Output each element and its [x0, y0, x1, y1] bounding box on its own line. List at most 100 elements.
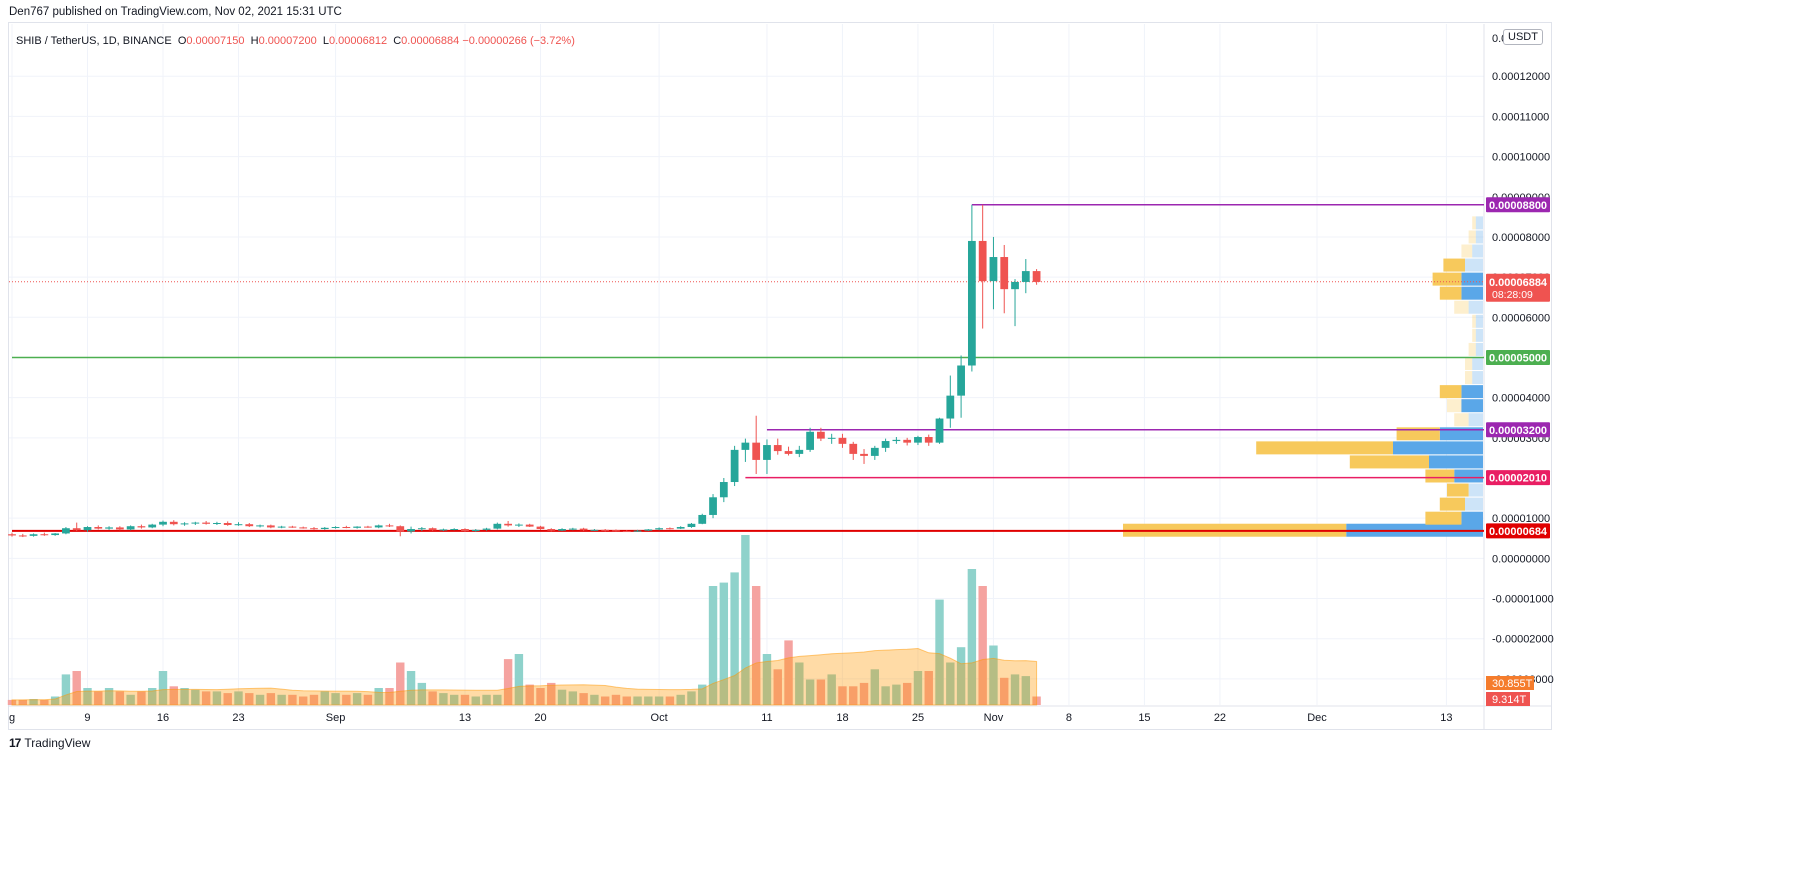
time-tick-label: 16 — [157, 712, 169, 724]
candle-body — [978, 240, 987, 282]
volume-bar — [277, 694, 286, 705]
volume-bar — [989, 645, 998, 705]
candle-body — [288, 526, 297, 528]
candle-body — [353, 526, 362, 528]
candle-body — [860, 453, 868, 456]
candle-body — [536, 526, 545, 530]
volume-bar — [385, 688, 394, 705]
volume-bar — [482, 694, 491, 705]
candle-body — [784, 451, 793, 454]
volume-bar — [838, 686, 847, 705]
volume-bar — [611, 694, 621, 705]
vp-row-yellow — [1432, 272, 1462, 286]
candle-body — [385, 525, 394, 527]
last-price-badge: 0.00006884 — [1489, 277, 1548, 289]
grid — [9, 24, 1552, 730]
volume-bar — [234, 691, 243, 705]
level-badge: 0.00002010 — [1489, 473, 1547, 485]
candle-body — [806, 431, 814, 450]
volume-bar — [439, 693, 448, 705]
volume-bar — [924, 671, 933, 705]
volume-bar — [557, 689, 567, 705]
volume-bar — [665, 696, 675, 705]
candle-body — [1032, 271, 1041, 282]
vp-row-yellow — [1396, 427, 1440, 441]
volume-bar — [180, 688, 189, 705]
volume-bar — [568, 691, 578, 705]
volume-bar — [902, 682, 912, 705]
price-tick-label: 0.00006000 — [1492, 312, 1550, 324]
low-label: L — [322, 35, 329, 47]
vp-row-yellow — [1468, 342, 1476, 356]
vp-row-blue — [1468, 413, 1483, 427]
time-tick-label: Dec — [1307, 712, 1327, 724]
volume-bar — [396, 662, 405, 705]
volume-bar — [374, 688, 383, 705]
candle-body — [870, 447, 879, 456]
volume-bar — [892, 684, 901, 705]
candle-body — [137, 526, 146, 528]
vp-row-blue — [1475, 314, 1483, 328]
candle-body — [277, 526, 286, 528]
candle-body — [374, 525, 383, 528]
candle-body — [655, 528, 663, 530]
volume-bar — [644, 696, 653, 705]
symbol-title[interactable]: SHIB / TetherUS, 1D, BINANCE — [16, 35, 172, 47]
time-tick-label: 25 — [912, 712, 924, 724]
candle-body — [741, 442, 750, 450]
volume-bar — [730, 572, 739, 705]
volume-total-badge-bg — [1486, 676, 1534, 690]
candle-body — [827, 437, 836, 439]
candle-body — [1011, 281, 1019, 290]
level-badge-bg — [1486, 349, 1550, 365]
candle-body — [730, 449, 739, 483]
volume-bar — [126, 694, 135, 705]
time-tick-label: 20 — [534, 712, 546, 724]
volume-bar — [460, 694, 470, 705]
time-tick-label: 13 — [459, 712, 471, 724]
volume-bar — [471, 696, 480, 705]
time-tick-label: Oct — [651, 712, 668, 724]
volume-bar — [406, 671, 416, 705]
candle-body — [644, 529, 653, 531]
candle-body — [795, 449, 804, 454]
vp-row-blue — [1472, 244, 1483, 258]
vp-row-blue — [1461, 399, 1483, 413]
candle-body — [612, 530, 620, 532]
vp-row-blue — [1475, 342, 1483, 356]
tradingview-logo-icon: 17 — [9, 736, 21, 750]
volume-bar — [816, 679, 826, 705]
candle-body — [461, 529, 469, 532]
candle-body — [51, 533, 60, 536]
volume-bar — [978, 586, 987, 705]
volume-bar — [40, 699, 49, 705]
candle-body — [407, 529, 415, 532]
volume-bar — [342, 694, 351, 705]
vp-row-yellow — [1468, 230, 1476, 244]
level-badge-bg — [1486, 523, 1550, 539]
volume-bar — [741, 535, 750, 705]
vp-row-blue — [1461, 272, 1483, 286]
volume-bar — [698, 684, 707, 705]
volume-bar — [50, 696, 60, 705]
vp-row-yellow — [1465, 371, 1473, 385]
candle-body — [105, 527, 113, 529]
volume-bar — [1000, 677, 1009, 705]
candle-body — [752, 442, 761, 460]
currency-badge[interactable]: USDT — [1503, 29, 1543, 45]
vp-row-blue — [1475, 230, 1483, 244]
candle-body — [504, 523, 513, 526]
volume-bar — [201, 691, 211, 705]
volume-bar — [169, 686, 178, 705]
volume-bar — [536, 688, 545, 705]
candle-body — [849, 443, 858, 454]
high-value: 0.00007200 — [258, 35, 317, 47]
candle-body — [72, 528, 81, 531]
price-tick-label: 0.00008000 — [1492, 232, 1550, 244]
candle-body — [8, 534, 16, 536]
volume-bar — [751, 586, 761, 705]
candle-body — [148, 524, 157, 528]
candle-body — [1021, 271, 1030, 282]
volume-last-badge-bg — [1486, 692, 1530, 706]
